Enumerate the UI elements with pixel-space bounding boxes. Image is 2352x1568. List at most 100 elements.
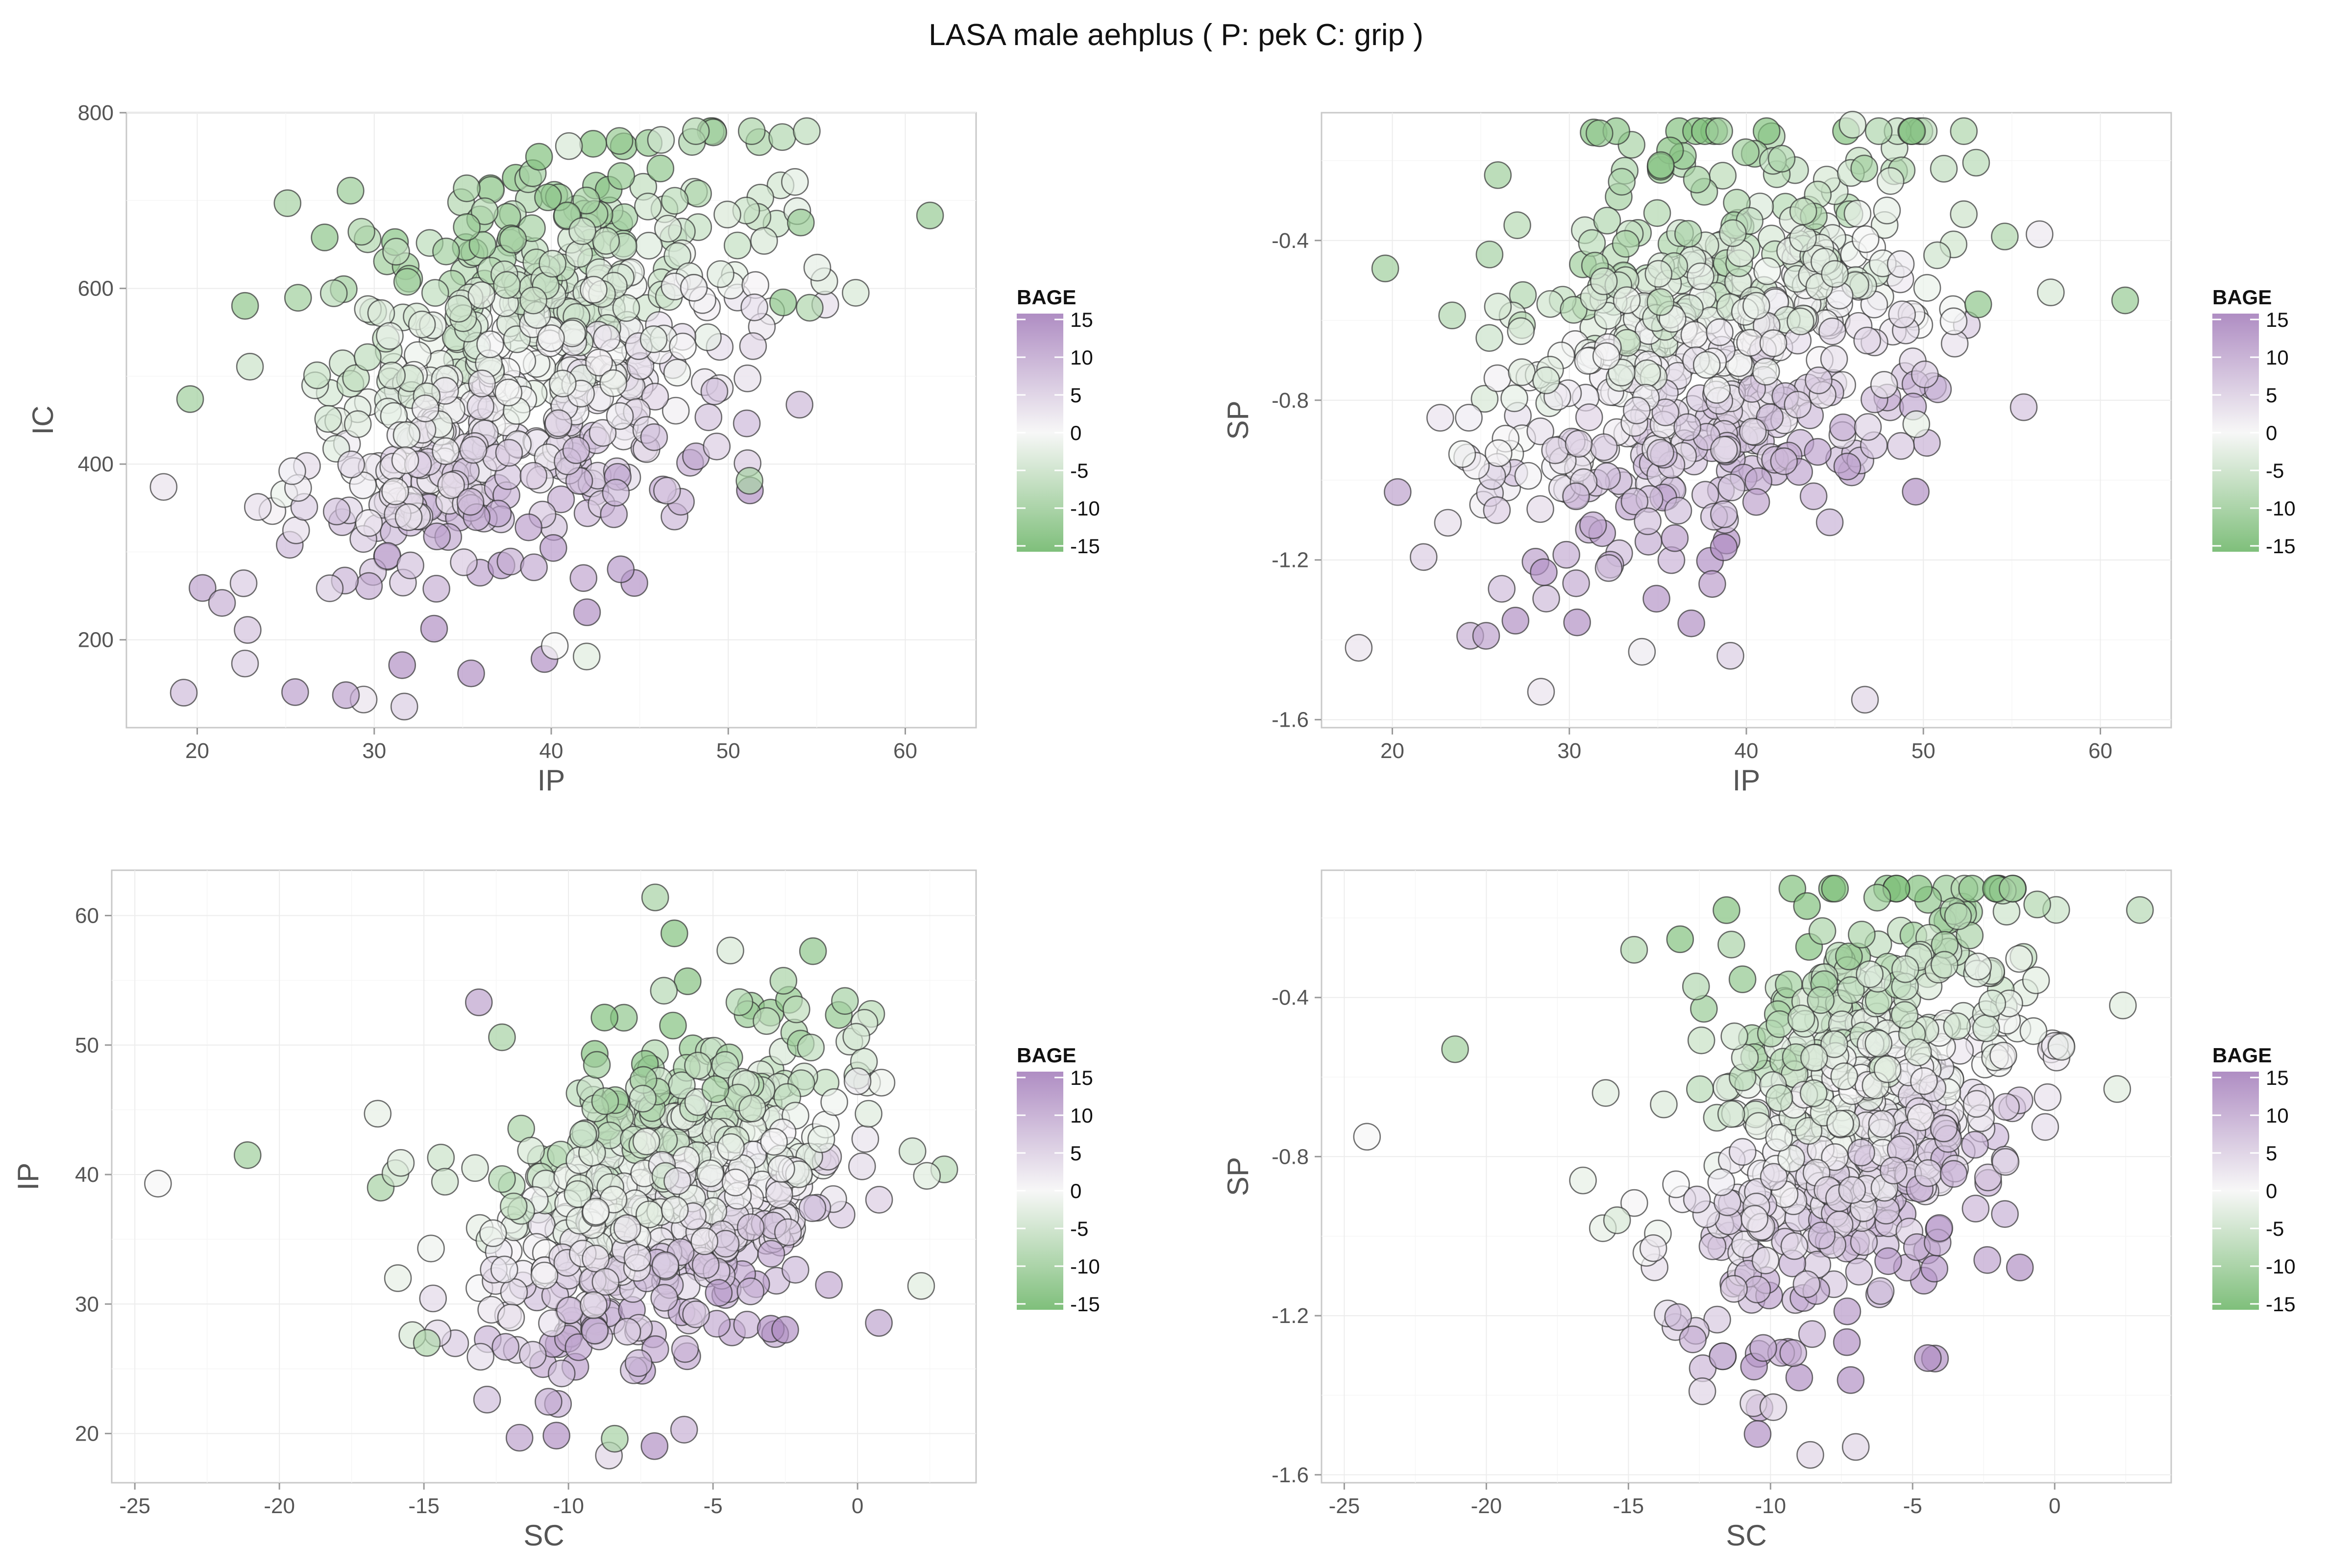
data-point bbox=[1448, 440, 1476, 468]
data-point bbox=[1850, 1228, 1878, 1256]
data-point bbox=[444, 294, 473, 323]
x-tick-label: 30 bbox=[1557, 739, 1581, 763]
data-point bbox=[1677, 609, 1705, 637]
data-point bbox=[233, 1141, 262, 1169]
data-point bbox=[1560, 296, 1588, 324]
data-point bbox=[1880, 1156, 1908, 1185]
data-point bbox=[1920, 1254, 1949, 1283]
data-point bbox=[1644, 260, 1673, 288]
data-point bbox=[851, 1125, 880, 1153]
data-point bbox=[1717, 931, 1745, 958]
data-point bbox=[1914, 1344, 1942, 1372]
x-tick-label: 60 bbox=[2088, 739, 2112, 763]
scatter-panel-4: -25 -20 -15 -10 -5 0-1.6-1.2-0.8-0.4SCSPBAGE1… bbox=[1222, 869, 2296, 1552]
data-point bbox=[322, 497, 351, 526]
data-point bbox=[1562, 482, 1590, 511]
data-point bbox=[420, 614, 448, 643]
data-point bbox=[1961, 1195, 1990, 1223]
data-point bbox=[544, 409, 572, 438]
legend-label: -5 bbox=[1070, 459, 1088, 482]
data-point bbox=[493, 271, 521, 299]
data-point bbox=[1565, 430, 1593, 458]
data-point bbox=[456, 488, 485, 516]
data-point bbox=[572, 642, 601, 671]
data-point bbox=[1992, 1093, 2020, 1121]
data-point bbox=[803, 253, 832, 282]
legend-label: -10 bbox=[2266, 1255, 2296, 1278]
data-point bbox=[797, 1033, 825, 1062]
data-point bbox=[387, 1149, 415, 1177]
y-tick-label: 400 bbox=[78, 452, 114, 476]
data-point bbox=[2111, 286, 2139, 315]
data-point bbox=[388, 651, 416, 679]
data-point bbox=[1472, 622, 1500, 650]
data-point bbox=[831, 987, 859, 1015]
legend-label: 10 bbox=[1070, 346, 1093, 369]
x-tick-label: 20 bbox=[1380, 739, 1404, 763]
data-point bbox=[1780, 1232, 1809, 1260]
data-point bbox=[634, 193, 662, 220]
data-point bbox=[1688, 1377, 1716, 1405]
x-axis-title: IP bbox=[1733, 764, 1761, 797]
data-point bbox=[1870, 371, 1898, 399]
x-tick-label: 60 bbox=[893, 739, 917, 763]
data-point bbox=[725, 988, 754, 1016]
data-point bbox=[736, 1277, 764, 1305]
data-point bbox=[1717, 473, 1745, 502]
data-point bbox=[898, 1137, 927, 1165]
data-point bbox=[1962, 148, 1990, 177]
data-point bbox=[1911, 360, 1939, 389]
data-point bbox=[1789, 197, 1817, 225]
data-point bbox=[2019, 1017, 2048, 1045]
data-point bbox=[1958, 875, 1986, 903]
x-tick-label: 20 bbox=[185, 739, 209, 763]
data-point bbox=[556, 1296, 584, 1324]
data-point bbox=[1752, 117, 1781, 145]
data-point bbox=[1752, 358, 1780, 386]
data-point bbox=[1687, 262, 1715, 291]
data-point bbox=[670, 1416, 698, 1444]
data-point bbox=[1873, 1055, 1902, 1083]
data-point bbox=[607, 555, 635, 584]
data-point bbox=[591, 1087, 619, 1115]
data-point bbox=[1484, 439, 1513, 467]
data-point bbox=[607, 162, 636, 190]
data-point bbox=[519, 286, 547, 315]
data-point bbox=[738, 1094, 766, 1123]
data-point bbox=[1779, 1339, 1808, 1367]
data-point bbox=[1923, 241, 1951, 270]
data-point bbox=[467, 281, 496, 309]
data-point bbox=[1620, 1189, 1648, 1217]
data-point bbox=[1854, 413, 1882, 441]
data-point bbox=[1687, 1026, 1715, 1054]
data-point bbox=[499, 1192, 528, 1221]
data-point bbox=[1864, 1029, 1893, 1057]
legend-title: BAGE bbox=[1017, 1044, 1076, 1067]
data-point bbox=[396, 551, 424, 580]
data-point bbox=[354, 343, 382, 371]
data-point bbox=[606, 402, 634, 430]
data-point bbox=[1732, 138, 1760, 166]
data-point bbox=[1526, 495, 1554, 523]
data-point bbox=[1710, 500, 1738, 528]
data-point bbox=[721, 1168, 750, 1197]
data-point bbox=[682, 117, 710, 145]
data-point bbox=[661, 187, 689, 215]
legend-label: 10 bbox=[2266, 346, 2289, 369]
data-point bbox=[1914, 1159, 1942, 1187]
data-point bbox=[2026, 220, 2054, 248]
y-tick-label: 30 bbox=[75, 1292, 99, 1316]
data-point bbox=[394, 503, 423, 531]
data-point bbox=[1683, 1185, 1711, 1214]
data-point bbox=[1944, 902, 1972, 931]
data-point bbox=[378, 361, 406, 390]
data-point bbox=[1527, 678, 1555, 706]
x-tick-label: -10 bbox=[553, 1494, 584, 1518]
legend-label: 10 bbox=[1070, 1104, 1093, 1127]
scatter-panel-2: 20 30 40 50 60-1.6-1.2-0.8-0.4IPSPBAGE151050… bbox=[1222, 111, 2296, 797]
data-point bbox=[651, 1251, 680, 1279]
data-point bbox=[2103, 1075, 2132, 1103]
data-point bbox=[1594, 554, 1623, 582]
